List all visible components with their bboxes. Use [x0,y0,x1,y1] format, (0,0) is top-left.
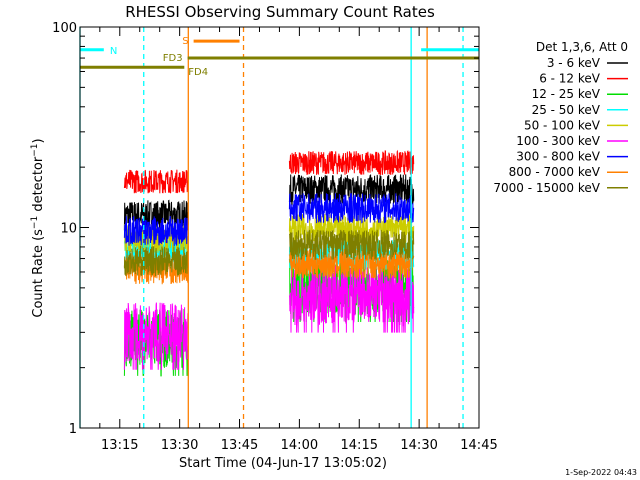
legend-entry-label: 6 - 12 keV [539,72,601,86]
series-trace [123,302,189,370]
x-tick-label: 13:45 [221,438,258,453]
series-trace [288,149,415,176]
plot-frame [79,26,480,429]
x-tick-label: 13:15 [101,438,138,453]
series-trace [123,215,189,247]
legend-entry-label: 800 - 7000 keV [509,165,601,179]
footer-timestamp: 1-Sep-2022 04:43 [565,468,637,477]
legend-entry-label: 300 - 800 keV [516,150,600,164]
y-tick-label: 100 [52,21,77,36]
series-trace [288,193,415,224]
series-trace [123,245,189,277]
y-tick-label: 1 [69,422,77,437]
legend-entry-label: 50 - 100 keV [524,118,601,132]
legend-entry-label: 7000 - 15000 keV [493,181,600,195]
flag-label: S [182,36,188,47]
flag-label: N [110,46,117,57]
y-tick-label: 10 [60,222,77,237]
x-tick-label: 14:45 [460,438,497,453]
series-trace [123,169,189,194]
legend-entry-label: 25 - 50 keV [532,103,601,117]
flag-label: FD4 [188,67,208,78]
chart-title: RHESSI Observing Summary Count Rates [125,3,435,21]
series-trace [288,247,415,279]
series-trace [288,229,415,260]
x-tick-label: 14:30 [400,438,437,453]
flag-label: FD3 [163,53,183,64]
x-axis-label: Start Time (04-Jun-17 13:05:02) [179,456,387,471]
legend-entry-label: 100 - 300 keV [516,134,600,148]
y-axis-label: Count Rate (s−1 detector−1) [30,138,46,317]
x-tick-label: 14:00 [281,438,318,453]
series-trace [123,199,189,231]
legend-entry-label: 12 - 25 keV [532,87,601,101]
x-tick-label: 14:15 [341,438,378,453]
series-trace [288,265,415,333]
x-tick-label: 13:30 [161,438,198,453]
legend-title: Det 1,3,6, Att 0 [536,40,628,54]
legend-entry-label: 3 - 6 keV [547,56,601,70]
